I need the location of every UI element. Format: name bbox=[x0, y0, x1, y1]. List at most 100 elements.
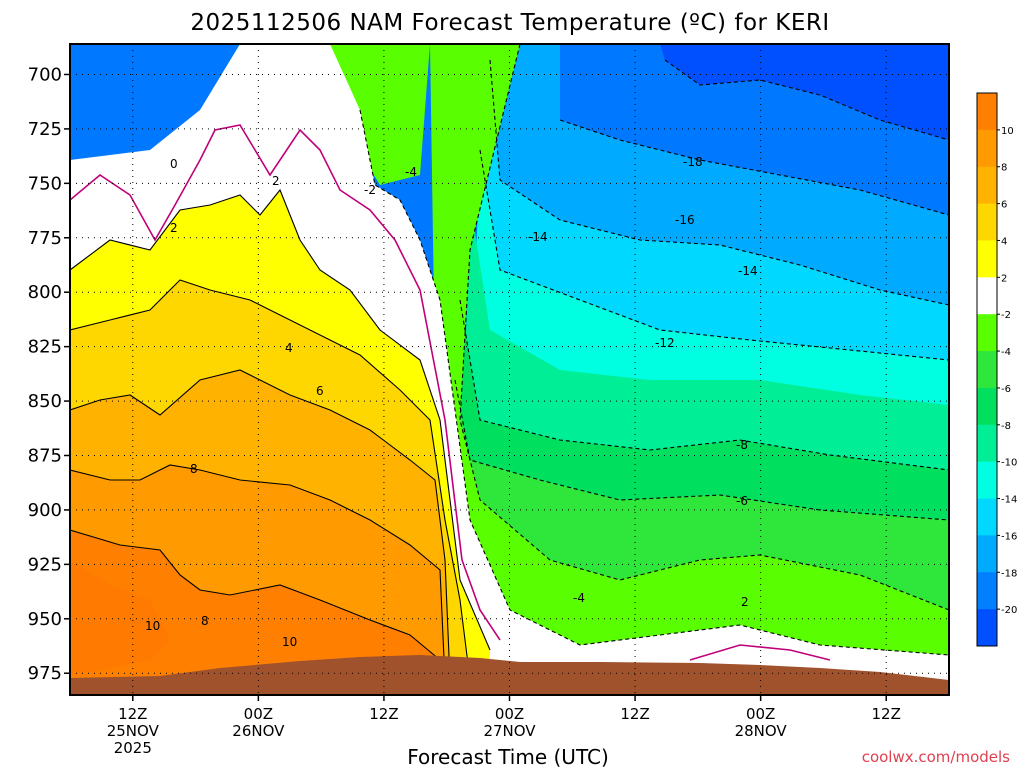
colorbar-swatch bbox=[977, 535, 997, 573]
colorbar-label: 10 bbox=[1001, 126, 1014, 137]
y-tick-label: 725 bbox=[28, 119, 62, 140]
contour-label: 2 bbox=[170, 221, 178, 235]
x-tick-label: 12Z bbox=[872, 705, 901, 723]
contour-label: -16 bbox=[675, 213, 695, 227]
credit-text: coolwx.com/models bbox=[862, 748, 1010, 766]
y-tick-label: 925 bbox=[28, 554, 62, 575]
colorbar-swatch bbox=[977, 93, 997, 131]
colorbar-swatch bbox=[977, 166, 997, 205]
y-tick-label: 875 bbox=[28, 446, 62, 467]
y-axis: 700 725 750 775 800 825 850 875 900 925 950 975 bbox=[28, 64, 70, 684]
contour-label: 10 bbox=[282, 635, 297, 649]
colorbar-label: -8 bbox=[1001, 421, 1011, 432]
x-axis-label: Forecast Time (UTC) bbox=[407, 745, 609, 768]
contour-labels: 0 2 -2 -4 -18 -16 -14 -14 2 4 6 -12 8 -8… bbox=[145, 155, 758, 649]
x-tick-date: 28NOV bbox=[735, 722, 788, 740]
colorbar-frame bbox=[976, 92, 998, 647]
colorbar-label: 6 bbox=[1001, 200, 1007, 211]
colorbar-label: 8 bbox=[1001, 163, 1007, 174]
contour-plus-10-line bbox=[70, 529, 441, 661]
chart-title: 2025112506 NAM Forecast Temperature (ºC)… bbox=[190, 10, 829, 36]
band-plus-10-core bbox=[70, 560, 170, 675]
colorbar-label: -18 bbox=[1001, 568, 1017, 579]
temperature-field bbox=[70, 44, 949, 695]
contour-minus-4-line bbox=[459, 44, 949, 611]
contour-minus-16-line bbox=[559, 119, 949, 216]
zero-isotherm-line bbox=[70, 124, 501, 641]
contour-label: 0 bbox=[170, 157, 178, 171]
contour-label: -2 bbox=[364, 183, 376, 197]
colorbar-swatch bbox=[977, 461, 997, 500]
contour-label: 8 bbox=[201, 614, 209, 628]
y-tick-label: 825 bbox=[28, 337, 62, 358]
colorbar-swatch bbox=[977, 424, 997, 463]
colorbar-swatch bbox=[977, 203, 997, 241]
y-tick-label: 700 bbox=[28, 64, 62, 85]
y-tick-label: 950 bbox=[28, 609, 62, 630]
colorbar-swatch bbox=[977, 277, 997, 315]
contour-label: 4 bbox=[285, 341, 293, 355]
contour-label: 2 bbox=[272, 174, 280, 188]
contour-label: -8 bbox=[736, 438, 748, 452]
contour-plus-8-line bbox=[70, 464, 446, 681]
colorbar-label: -20 bbox=[1001, 605, 1017, 616]
y-tick-label: 900 bbox=[28, 500, 62, 521]
colorbar-swatch bbox=[977, 351, 997, 389]
y-tick-label: 975 bbox=[28, 663, 62, 684]
colorbar-label: -6 bbox=[1001, 384, 1011, 395]
x-tick-date: 26NOV bbox=[232, 722, 285, 740]
colorbar-swatch bbox=[977, 240, 997, 278]
contour-label: -4 bbox=[405, 165, 417, 179]
y-tick-label: 775 bbox=[28, 228, 62, 249]
band-plus-10 bbox=[70, 530, 440, 695]
contour-label: -18 bbox=[683, 155, 703, 169]
contour-minus-2-line bbox=[359, 109, 949, 656]
zero-isotherm-surface-line bbox=[689, 644, 831, 661]
contour-label: -6 bbox=[736, 494, 748, 508]
colorbar: 10 8 6 4 2 -2 -4 -6 -8 -10 -14 -16 -18 -20 bbox=[976, 92, 1017, 647]
x-tick-label: 12Z bbox=[369, 705, 398, 723]
colorbar-swatch bbox=[977, 387, 997, 426]
colorbar-label: -16 bbox=[1001, 531, 1017, 542]
contour-plus-6-line bbox=[70, 369, 451, 681]
colorbar-swatch bbox=[977, 129, 997, 168]
x-tick-label: 00Z bbox=[495, 705, 524, 723]
colorbar-label: -2 bbox=[1001, 310, 1011, 321]
contour-label: 2 bbox=[741, 595, 749, 609]
y-tick-label: 850 bbox=[28, 391, 62, 412]
contour-label: -12 bbox=[655, 336, 675, 350]
contour-minus-18-line bbox=[664, 59, 949, 141]
x-tick-date: 25NOV bbox=[107, 722, 160, 740]
contour-plus-2-line bbox=[70, 188, 491, 651]
contour-label: -4 bbox=[573, 591, 585, 605]
contour-label: 10 bbox=[145, 619, 160, 633]
x-tick-label: 12Z bbox=[620, 705, 649, 723]
colorbar-label: -14 bbox=[1001, 495, 1017, 506]
contour-minus-8-line bbox=[459, 299, 949, 471]
colorbar-label: 4 bbox=[1001, 236, 1007, 247]
band-minus-20 bbox=[660, 44, 949, 140]
colorbar-label: -4 bbox=[1001, 347, 1011, 358]
x-tick-label: 00Z bbox=[746, 705, 775, 723]
x-tick-label: 00Z bbox=[244, 705, 273, 723]
contour-label: -14 bbox=[738, 264, 758, 278]
colorbar-swatch bbox=[977, 314, 997, 352]
contour-label: -14 bbox=[528, 230, 548, 244]
x-tick-label: 12Z bbox=[118, 705, 147, 723]
colorbar-swatch bbox=[977, 498, 997, 536]
colorbar-label: -10 bbox=[1001, 458, 1017, 469]
contour-label: 8 bbox=[190, 462, 198, 476]
y-tick-label: 750 bbox=[28, 173, 62, 194]
contour-label: 6 bbox=[316, 384, 324, 398]
y-tick-label: 800 bbox=[28, 282, 62, 303]
colorbar-swatch bbox=[977, 572, 997, 610]
grid bbox=[70, 44, 949, 695]
colorbar-label: 2 bbox=[1001, 273, 1007, 284]
colorbar-swatch bbox=[977, 609, 997, 647]
contour-minus-12-line bbox=[479, 149, 949, 361]
x-tick-date: 27NOV bbox=[483, 722, 536, 740]
contour-plus-4-line bbox=[70, 279, 471, 681]
x-tick-year: 2025 bbox=[114, 739, 152, 757]
